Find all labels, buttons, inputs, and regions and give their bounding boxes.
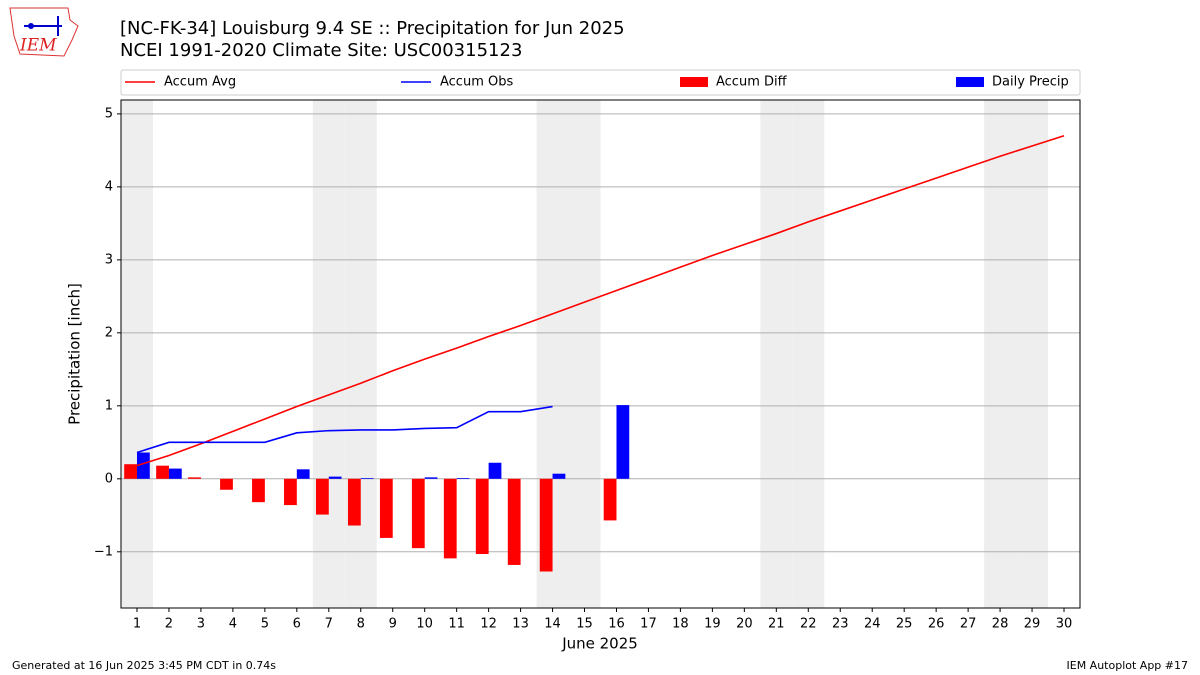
- bar: [136, 452, 150, 479]
- weekend-band: [760, 100, 793, 608]
- legend-box: [120, 69, 1081, 96]
- bar: [220, 478, 233, 490]
- x-tick-label: 5: [261, 617, 269, 632]
- legend-patch: [680, 77, 708, 87]
- x-tick-label: 13: [512, 617, 529, 632]
- logo: IEM: [9, 7, 79, 57]
- x-tick-label: 3: [197, 617, 205, 632]
- bar: [539, 478, 553, 572]
- bar: [156, 465, 169, 479]
- chart-title: [NC-FK-34] Louisburg 9.4 SE :: Precipita…: [120, 18, 625, 39]
- legend-label: Accum Obs: [440, 75, 513, 90]
- weekend-band: [568, 100, 601, 608]
- bar: [603, 478, 617, 521]
- legend-label: Accum Avg: [164, 75, 236, 90]
- y-axis-label: Precipitation [inch]: [66, 283, 84, 425]
- y-tick-label: 3: [105, 252, 113, 267]
- bar: [424, 477, 438, 479]
- line: [136, 405, 553, 454]
- x-tick-label: 30: [1056, 617, 1073, 632]
- y-tick-label: 2: [105, 325, 113, 340]
- x-tick-label: 20: [736, 617, 753, 632]
- bar: [124, 464, 137, 479]
- bar: [443, 478, 457, 559]
- bar: [188, 477, 201, 479]
- x-tick-label: 27: [960, 617, 977, 632]
- bar: [347, 478, 361, 526]
- x-tick-label: 16: [608, 617, 625, 632]
- x-tick-label: 18: [672, 617, 689, 632]
- footer-left: Generated at 16 Jun 2025 3:45 PM CDT in …: [12, 659, 276, 672]
- bar: [507, 478, 521, 565]
- weekend-band: [984, 100, 1017, 608]
- y-tick-label: 1: [105, 398, 113, 413]
- logo-text: IEM: [19, 36, 57, 56]
- weekend-band: [312, 100, 345, 608]
- bar: [296, 469, 310, 479]
- bar: [616, 405, 630, 479]
- x-tick-label: 15: [576, 617, 593, 632]
- chart-subtitle: NCEI 1991-2020 Climate Site: USC00315123: [120, 40, 522, 61]
- line: [136, 135, 1065, 467]
- x-tick-label: 6: [293, 617, 301, 632]
- weekend-band: [792, 100, 825, 608]
- bar: [475, 478, 489, 554]
- x-tick-label: 7: [325, 617, 333, 632]
- y-tick-label: 0: [105, 471, 113, 486]
- x-axis-label: June 2025: [561, 635, 638, 653]
- x-tick-label: 10: [416, 617, 433, 632]
- x-tick-label: 19: [704, 617, 721, 632]
- y-tick-label: 5: [105, 106, 113, 121]
- bar: [379, 478, 393, 538]
- legend-label: Daily Precip: [992, 75, 1069, 90]
- x-tick-label: 17: [640, 617, 657, 632]
- bar: [488, 462, 502, 479]
- y-tick-label: 4: [105, 179, 113, 194]
- x-tick-label: 26: [928, 617, 945, 632]
- legend-label: Accum Diff: [716, 75, 788, 90]
- x-tick-label: 8: [357, 617, 365, 632]
- legend-patch: [956, 77, 984, 87]
- x-tick-label: 21: [768, 617, 785, 632]
- x-tick-label: 12: [480, 617, 497, 632]
- x-tick-label: 9: [389, 617, 397, 632]
- x-tick-label: 1: [133, 617, 141, 632]
- footer-right: IEM Autoplot App #17: [1067, 659, 1189, 672]
- weekend-band: [121, 100, 153, 608]
- x-tick-label: 29: [1024, 617, 1041, 632]
- x-tick-label: 24: [864, 617, 881, 632]
- bar: [360, 478, 374, 479]
- plot-frame: [120, 99, 1081, 609]
- bar: [284, 478, 297, 506]
- weekend-band: [1016, 100, 1049, 608]
- x-tick-label: 4: [229, 617, 237, 632]
- weekend-band: [344, 100, 377, 608]
- x-tick-label: 14: [544, 617, 561, 632]
- bar: [315, 478, 329, 515]
- bar: [328, 476, 342, 479]
- x-tick-label: 25: [896, 617, 913, 632]
- x-tick-label: 23: [832, 617, 849, 632]
- bar: [411, 478, 425, 549]
- bar: [552, 473, 566, 479]
- y-tick-label: −1: [94, 544, 113, 559]
- x-tick-label: 2: [165, 617, 173, 632]
- bar: [168, 468, 182, 479]
- bar: [252, 478, 265, 503]
- x-tick-label: 22: [800, 617, 817, 632]
- x-tick-label: 28: [992, 617, 1009, 632]
- x-tick-label: 11: [448, 617, 465, 632]
- bar: [456, 478, 470, 479]
